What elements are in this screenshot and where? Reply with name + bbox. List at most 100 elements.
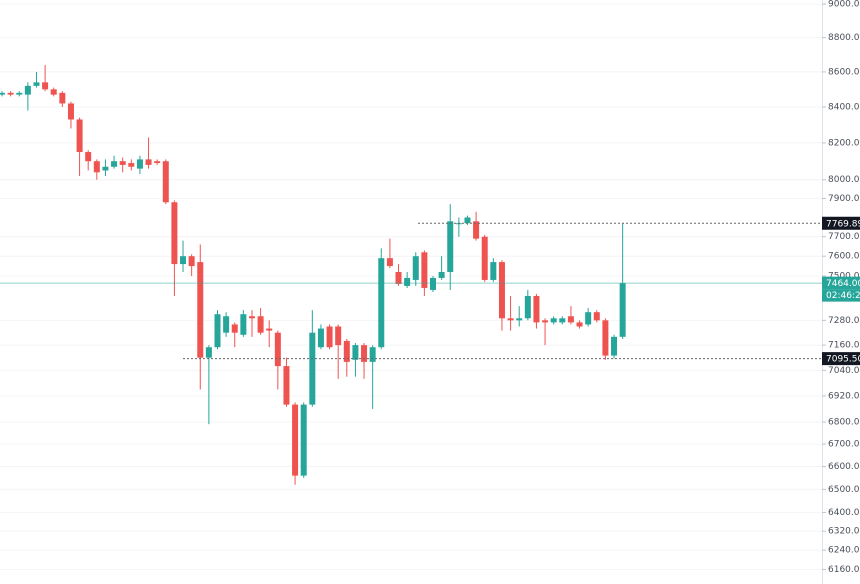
- candle-body: [567, 316, 574, 323]
- candle-body: [611, 336, 618, 356]
- y-tick-label: 7600.00: [828, 252, 860, 262]
- y-tick-label: 6240.00: [828, 546, 860, 556]
- candle-body: [231, 324, 238, 333]
- candle-body: [292, 404, 299, 476]
- candle-body: [33, 82, 40, 86]
- y-tick-label: 7700.00: [828, 232, 860, 242]
- candle-body: [214, 314, 221, 348]
- y-tick-label: 6600.00: [828, 462, 860, 472]
- candle-body: [602, 320, 609, 356]
- candle-body: [240, 314, 247, 335]
- y-tick-label: 6400.00: [828, 508, 860, 518]
- candle-body: [59, 92, 66, 104]
- y-tick-label: 7160.00: [828, 341, 860, 351]
- candle-body: [352, 345, 359, 360]
- candle-body: [257, 316, 264, 333]
- candle-body: [283, 366, 290, 405]
- candle-body: [50, 89, 57, 95]
- candle-body: [42, 82, 49, 90]
- y-tick-label: 8000.00: [828, 175, 860, 185]
- candle-body: [274, 332, 281, 367]
- candle-body: [102, 166, 109, 171]
- candle-body: [162, 161, 169, 203]
- candle-body: [343, 340, 350, 362]
- candle-body: [24, 85, 31, 95]
- candle-body: [533, 295, 540, 323]
- candle-body: [490, 262, 497, 280]
- candle-body: [481, 236, 488, 280]
- candle-body: [464, 217, 471, 224]
- candle-body: [171, 202, 178, 265]
- candle-body: [136, 159, 143, 169]
- y-tick-label: 6500.00: [828, 485, 860, 495]
- price-label: 7464.00: [826, 279, 860, 289]
- candle-body: [16, 92, 23, 95]
- y-tick-label: 7040.00: [828, 366, 860, 376]
- candle-body: [205, 347, 212, 358]
- candle-body: [542, 320, 549, 323]
- candle-body: [447, 221, 454, 272]
- y-tick-label: 8200.00: [828, 138, 860, 148]
- y-tick-label: 7500.00: [828, 271, 860, 281]
- candle-body: [317, 328, 324, 348]
- candle-body: [378, 258, 385, 348]
- candle-body: [361, 345, 368, 362]
- candle-body: [395, 271, 402, 284]
- candle-body: [498, 262, 505, 319]
- candle-body: [559, 318, 566, 323]
- candle-body: [128, 163, 135, 167]
- candle-body: [412, 256, 419, 280]
- countdown-label: 02:46:25: [826, 291, 860, 301]
- price-label-box: [822, 276, 860, 290]
- candle-body: [154, 161, 161, 164]
- candle-body: [593, 312, 600, 321]
- y-tick-label: 7900.00: [828, 194, 860, 204]
- price-label: 7095.50: [826, 355, 860, 365]
- y-tick-label: 6700.00: [828, 440, 860, 450]
- candle-body: [266, 328, 273, 331]
- candle-body: [326, 326, 333, 348]
- y-tick-label: 6320.00: [828, 527, 860, 537]
- y-tick-label: 8800.00: [828, 33, 860, 43]
- candle-body: [524, 295, 531, 319]
- y-tick-label: 9000.00: [828, 0, 860, 10]
- candle-body: [404, 277, 411, 286]
- y-tick-label: 6160.00: [828, 565, 860, 575]
- candle-body: [111, 161, 118, 167]
- candle-body: [335, 326, 342, 346]
- candle-body: [0, 92, 5, 95]
- candle-body: [7, 92, 14, 95]
- price-label-box: [822, 216, 860, 230]
- candle-body: [180, 256, 187, 265]
- y-tick-label: 7280.00: [828, 316, 860, 326]
- y-tick-label: 6800.00: [828, 418, 860, 428]
- y-tick-label: 8600.00: [828, 67, 860, 77]
- candle-body: [576, 322, 583, 327]
- candle-body: [369, 347, 376, 362]
- candle-body: [223, 316, 230, 333]
- candle-body: [145, 159, 152, 165]
- candle-body: [85, 152, 92, 162]
- y-tick-label: 6920.00: [828, 391, 860, 401]
- candle-body: [619, 283, 626, 337]
- candle-body: [119, 161, 126, 165]
- candle-body: [93, 161, 100, 173]
- candle-body: [473, 221, 480, 239]
- price-label-box: [822, 352, 860, 366]
- candle-body: [421, 252, 428, 288]
- price-label: 7769.89: [826, 219, 860, 229]
- candle-body: [76, 119, 83, 153]
- y-tick-label: 8400.00: [828, 102, 860, 112]
- candle-body: [248, 316, 255, 319]
- candle-body: [550, 318, 557, 323]
- candle-body: [300, 404, 307, 476]
- candle-body: [430, 277, 436, 290]
- candle-body: [67, 103, 74, 120]
- candle-body: [507, 318, 514, 321]
- countdown-box: [822, 289, 860, 302]
- candle-body: [438, 271, 445, 278]
- candle-body: [386, 258, 393, 267]
- candle-body: [585, 312, 592, 325]
